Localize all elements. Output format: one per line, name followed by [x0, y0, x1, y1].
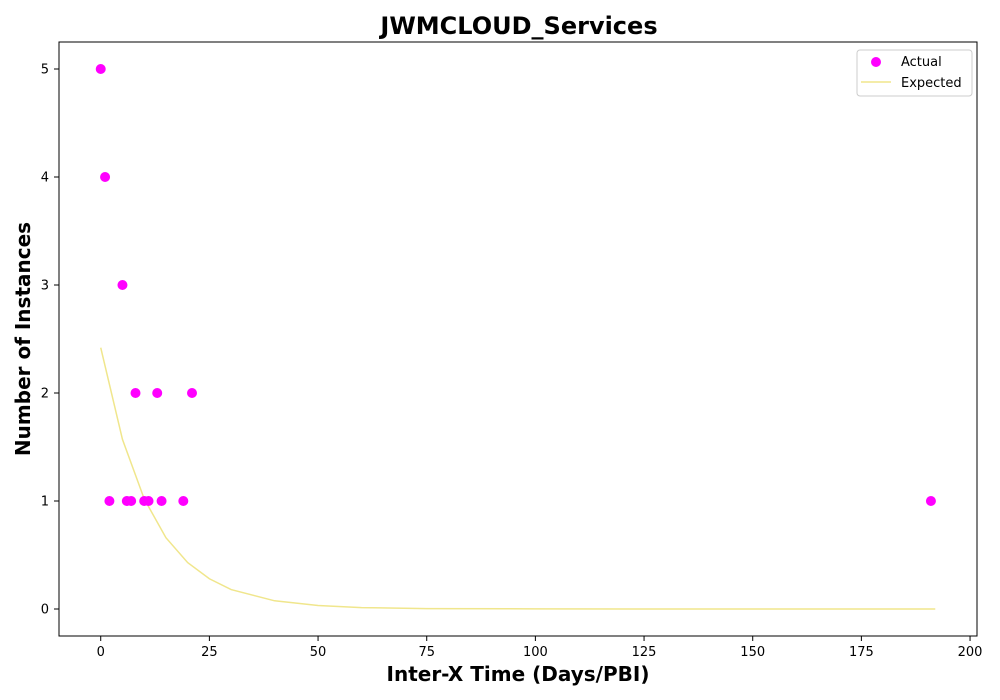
actual-series — [95, 64, 936, 506]
actual-point — [156, 496, 167, 506]
actual-point — [187, 388, 198, 398]
actual-point — [117, 280, 128, 290]
x-tick-label: 0 — [97, 645, 105, 660]
x-axis-ticks: 0 25 50 75 100 125 150 175 200 — [97, 636, 983, 660]
actual-point — [925, 496, 936, 506]
expected-series — [100, 347, 936, 610]
legend-actual-label: Actual — [901, 55, 942, 70]
actual-point — [143, 496, 154, 506]
legend: Actual Expected — [856, 49, 973, 97]
x-tick-label: 175 — [849, 645, 874, 660]
actual-point — [126, 496, 137, 506]
expected-line — [100, 347, 936, 610]
actual-point — [130, 388, 141, 398]
actual-point — [95, 64, 106, 74]
x-axis-label: Inter-X Time (Days/PBI) — [387, 662, 650, 686]
y-axis-label: Number of Instances — [11, 222, 35, 456]
y-tick-label: 3 — [41, 279, 49, 294]
x-tick-label: 200 — [958, 645, 983, 660]
chart-title: JWMCLOUD_Services — [378, 12, 657, 40]
y-axis-ticks: 0 1 2 3 4 5 — [41, 63, 59, 618]
y-tick-label: 0 — [41, 603, 49, 618]
x-tick-label: 75 — [418, 645, 435, 660]
actual-point — [178, 496, 189, 506]
actual-point — [100, 172, 111, 182]
legend-actual-marker — [871, 57, 881, 67]
y-tick-label: 5 — [41, 63, 49, 78]
x-tick-label: 125 — [632, 645, 657, 660]
y-tick-label: 2 — [41, 387, 49, 402]
legend-expected-label: Expected — [901, 76, 962, 91]
x-tick-label: 25 — [201, 645, 218, 660]
x-tick-label: 100 — [523, 645, 548, 660]
x-tick-label: 150 — [740, 645, 765, 660]
y-tick-label: 1 — [41, 495, 49, 510]
legend-box — [856, 49, 973, 97]
y-tick-label: 4 — [41, 171, 49, 186]
actual-point — [152, 388, 163, 398]
actual-point — [104, 496, 115, 506]
plot-area — [58, 41, 978, 637]
x-tick-label: 50 — [310, 645, 327, 660]
